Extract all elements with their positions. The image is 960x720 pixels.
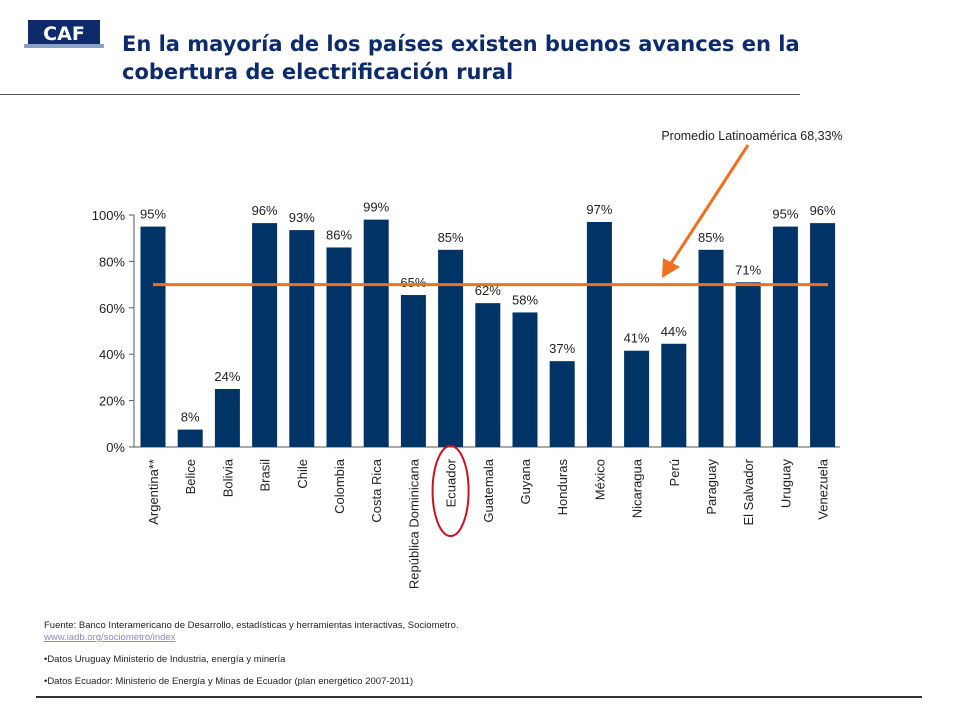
bar (177, 429, 203, 447)
category-label: Ecuador (444, 458, 459, 507)
category-label: Honduras (555, 459, 570, 516)
bars (140, 219, 836, 447)
category-label: República Dominicana (406, 458, 421, 589)
bar (512, 312, 538, 447)
footnotes: Fuente: Banco Interamericano de Desarrol… (44, 620, 924, 688)
category-label: Costa Rica (369, 458, 384, 522)
x-axis-labels: Argentina** Belice Bolivia Brasil Chile Colom… (146, 458, 831, 589)
bar (438, 249, 464, 447)
y-axis: 0% 20% 40% 60% 80% 100% (92, 208, 840, 455)
page-title: En la mayoría de los países existen buen… (122, 32, 800, 84)
bar (549, 361, 575, 447)
bar (400, 295, 426, 447)
y-tick-label: 80% (99, 254, 125, 269)
category-label: Guyana (518, 458, 533, 504)
bar-value-label: 85% (698, 230, 724, 245)
category-label: Chile (295, 459, 310, 489)
ecuador-highlight-circle (431, 445, 470, 537)
logo-text: CAF (43, 23, 85, 45)
average-label: Promedio Latinoamérica 68,33% (661, 129, 842, 143)
source-note: Fuente: Banco Interamericano de Desarrol… (44, 620, 459, 631)
bar (772, 226, 798, 447)
category-label: Belice (183, 459, 198, 494)
bar (289, 230, 315, 447)
category-label: El Salvador (741, 458, 756, 525)
bar-value-label: 95% (772, 207, 798, 222)
category-label: Brasil (258, 459, 273, 492)
bar-value-label: 37% (549, 341, 575, 356)
category-label: Guatemala (481, 458, 496, 522)
y-tick-label: 0% (106, 440, 125, 455)
bar-value-label: 85% (438, 230, 464, 245)
bar (661, 343, 687, 447)
category-label: México (592, 459, 607, 500)
bar (326, 247, 352, 447)
bar-value-label: 24% (214, 369, 240, 384)
bar-value-label: 71% (735, 262, 761, 277)
bottom-divider (36, 696, 922, 698)
bar (624, 350, 650, 447)
category-label: Paraguay (704, 459, 719, 515)
bar-value-label: 95% (140, 207, 166, 222)
category-label: Perú (667, 459, 682, 486)
category-label: Argentina** (146, 459, 161, 525)
caf-logo: CAF (24, 14, 104, 52)
title-divider (0, 94, 800, 95)
bar (140, 226, 166, 447)
category-label: Venezuela (816, 458, 831, 519)
average-arrow (668, 144, 750, 266)
bar (214, 389, 240, 447)
note-ecuador: •Datos Ecuador: Ministerio de Energía y … (44, 676, 414, 687)
bar-value-label: 62% (475, 283, 501, 298)
note-uruguay: •Datos Uruguay Ministerio de Industria, … (44, 654, 286, 665)
bar (586, 221, 612, 447)
value-labels: 95% 8% 24% 96% 93% 86% 99% 65% 85% 62% 58% 37% 97% 41… (140, 200, 836, 425)
bar-value-label: 86% (326, 227, 352, 242)
category-label: Colombia (332, 458, 347, 514)
category-label: Uruguay (778, 459, 793, 509)
bar-value-label: 99% (363, 200, 389, 215)
y-tick-label: 100% (92, 208, 126, 223)
bar-value-label: 8% (181, 410, 200, 425)
y-tick-label: 20% (99, 394, 125, 409)
bar-value-label: 65% (400, 275, 426, 290)
category-label: Bolivia (220, 458, 235, 497)
bar-chart: 0% 20% 40% 60% 80% 100% 95% 8% 24% 96% 93% 86% 99% 6… (92, 129, 843, 589)
category-label: Nicaragua (630, 458, 645, 518)
bar-value-label: 58% (512, 292, 538, 307)
bar (735, 282, 761, 447)
bar-value-label: 97% (586, 202, 612, 217)
bar (810, 223, 836, 447)
source-link[interactable]: www.iadb.org/sociometro/index (44, 632, 176, 643)
logo-background (28, 20, 100, 44)
bar-value-label: 93% (289, 210, 315, 225)
y-tick-label: 40% (99, 347, 125, 362)
bar (252, 223, 278, 447)
bar-value-label: 96% (810, 203, 836, 218)
y-tick-label: 60% (99, 301, 125, 316)
bar (363, 219, 389, 447)
bar-value-label: 41% (624, 331, 650, 346)
bar-value-label: 44% (661, 324, 687, 339)
arrowhead-icon (662, 258, 680, 278)
bar (698, 249, 724, 447)
logo-underline (24, 44, 104, 48)
bar (475, 303, 501, 447)
bar-value-label: 96% (252, 203, 278, 218)
